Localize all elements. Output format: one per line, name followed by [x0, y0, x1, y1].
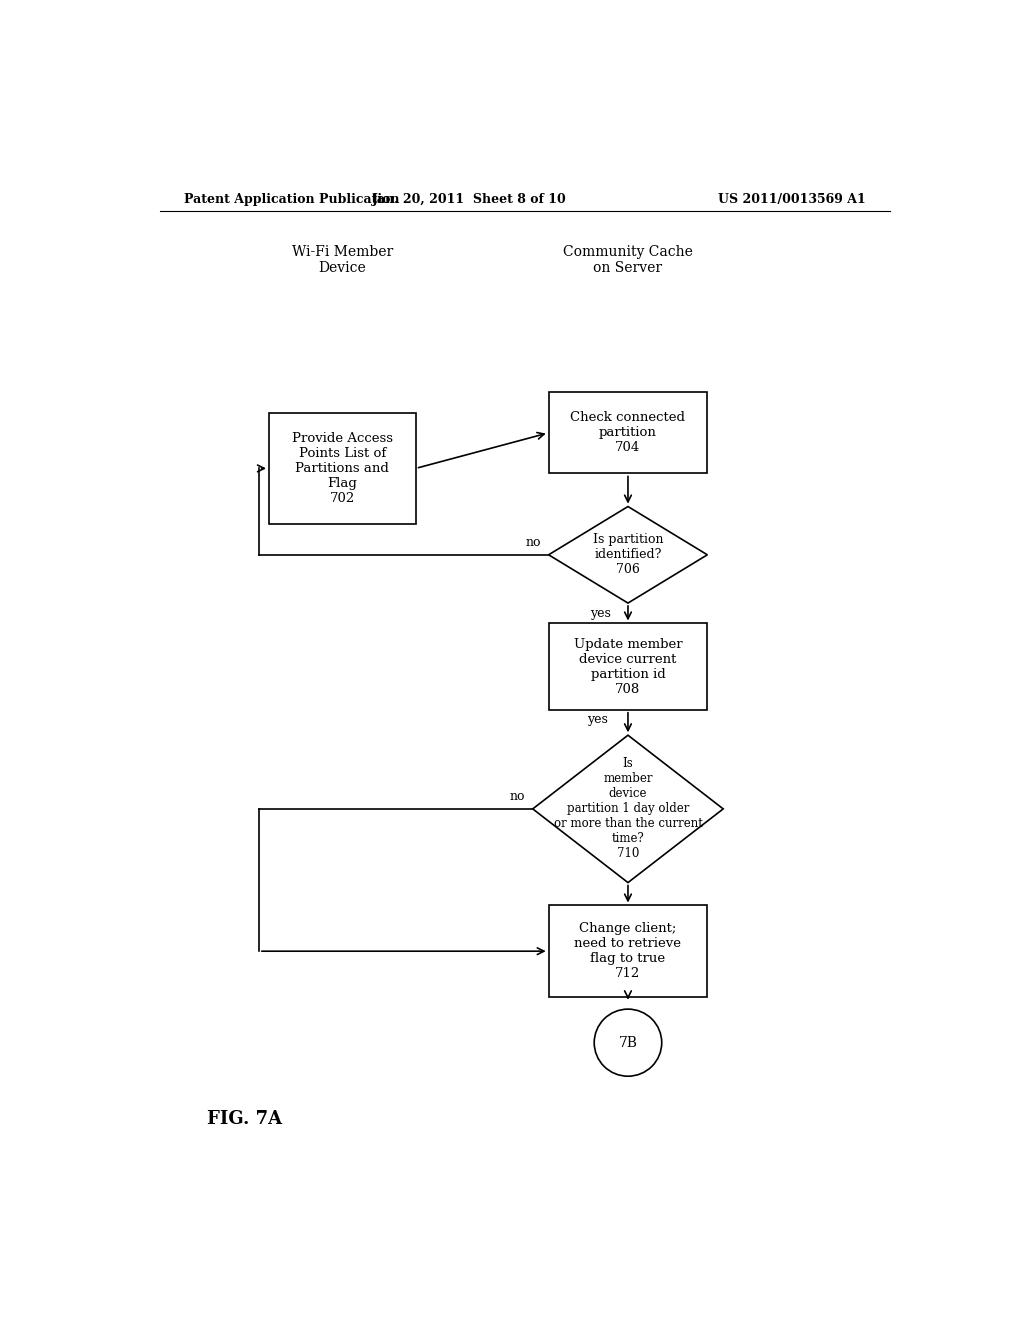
- Polygon shape: [549, 507, 708, 603]
- FancyBboxPatch shape: [549, 906, 708, 997]
- Text: FIG. 7A: FIG. 7A: [207, 1110, 283, 1127]
- Text: no: no: [509, 791, 524, 803]
- Text: Change client;
need to retrieve
flag to true
712: Change client; need to retrieve flag to …: [574, 923, 681, 981]
- Text: Update member
device current
partition id
708: Update member device current partition i…: [573, 638, 682, 696]
- FancyBboxPatch shape: [549, 623, 708, 710]
- Text: US 2011/0013569 A1: US 2011/0013569 A1: [718, 193, 866, 206]
- Text: Patent Application Publication: Patent Application Publication: [183, 193, 399, 206]
- Text: Community Cache
on Server: Community Cache on Server: [563, 246, 693, 275]
- Text: Check connected
partition
704: Check connected partition 704: [570, 412, 685, 454]
- Text: Jan. 20, 2011  Sheet 8 of 10: Jan. 20, 2011 Sheet 8 of 10: [372, 193, 566, 206]
- Text: Is
member
device
partition 1 day older
or more than the current
time?
710: Is member device partition 1 day older o…: [554, 758, 702, 861]
- Text: yes: yes: [590, 607, 610, 619]
- Text: yes: yes: [588, 714, 608, 726]
- FancyBboxPatch shape: [549, 392, 708, 474]
- Text: Wi-Fi Member
Device: Wi-Fi Member Device: [292, 246, 393, 275]
- Text: Provide Access
Points List of
Partitions and
Flag
702: Provide Access Points List of Partitions…: [292, 432, 393, 506]
- Text: 7B: 7B: [618, 1036, 638, 1049]
- Ellipse shape: [594, 1008, 662, 1076]
- Text: no: no: [525, 536, 541, 549]
- FancyBboxPatch shape: [269, 413, 416, 524]
- Text: Is partition
identified?
706: Is partition identified? 706: [593, 533, 664, 577]
- Polygon shape: [532, 735, 723, 883]
